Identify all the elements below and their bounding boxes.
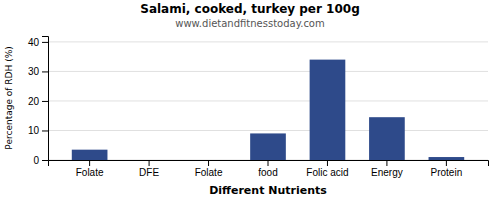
grid-line [48, 41, 488, 42]
bar [250, 133, 286, 160]
tick: Energy [371, 160, 403, 178]
tick-label: 40 [28, 37, 40, 48]
tick-label: 10 [28, 125, 40, 136]
tick-mark [208, 160, 209, 166]
tick-label: 20 [28, 96, 40, 107]
axis-line [49, 161, 489, 167]
bar [72, 150, 108, 160]
title: Salami, cooked, turkey per 100g [140, 2, 360, 16]
tick-mark [42, 42, 48, 43]
tick: Protein [431, 160, 463, 178]
tick-mark [386, 160, 387, 166]
tick: Folate [76, 160, 104, 178]
bar [131, 160, 167, 161]
tick-label: DFE [139, 167, 159, 178]
tick-mark [268, 160, 269, 166]
tick: 0 [33, 155, 48, 166]
bar [429, 157, 465, 160]
tick-mark [42, 160, 48, 161]
tick-label: Energy [371, 167, 403, 178]
tick: 30 [28, 66, 48, 77]
tick-label: Folate [76, 167, 104, 178]
tick: food [258, 160, 277, 178]
bar [310, 60, 346, 160]
chart: Salami, cooked, turkey per 100g www.dieta… [0, 0, 500, 200]
grid-line [48, 100, 488, 101]
tick: Folate [195, 160, 223, 178]
grid-line [48, 71, 488, 72]
tick-label: 0 [33, 155, 39, 166]
bars [72, 60, 464, 160]
tick-mark [446, 160, 447, 166]
tick-mark [89, 160, 90, 166]
subtitle: www.dietandfitnesstoday.com [175, 18, 324, 29]
tick-label: food [258, 167, 277, 178]
tick-label: 30 [28, 66, 40, 77]
tick-mark [42, 101, 48, 102]
tick: DFE [139, 160, 159, 178]
tick-label: Protein [431, 167, 463, 178]
tick-mark [327, 160, 328, 166]
y-axis: 0 10 20 30 40 [28, 37, 49, 166]
axis-line [42, 37, 49, 161]
tick: Folic acid [306, 160, 348, 178]
tick-mark [42, 71, 48, 72]
tick-label: Folate [195, 167, 223, 178]
grid-line [48, 130, 488, 131]
bar [191, 160, 227, 161]
tick: 20 [28, 96, 48, 107]
tick-mark [149, 160, 150, 166]
y-axis-title: Percentage of RDH (%) [4, 46, 14, 149]
x-axis-title: Different Nutrients [209, 184, 327, 197]
grid [48, 42, 488, 160]
tick: 10 [28, 125, 48, 136]
tick-label: Folic acid [306, 167, 348, 178]
tick-mark [42, 130, 48, 131]
plot: Folate DFE Folate food Folic acid Energy Prote… [28, 37, 489, 179]
bar [369, 117, 405, 160]
tick: 40 [28, 37, 48, 48]
x-axis: Folate DFE Folate food Folic acid Energy Prote… [49, 160, 489, 178]
